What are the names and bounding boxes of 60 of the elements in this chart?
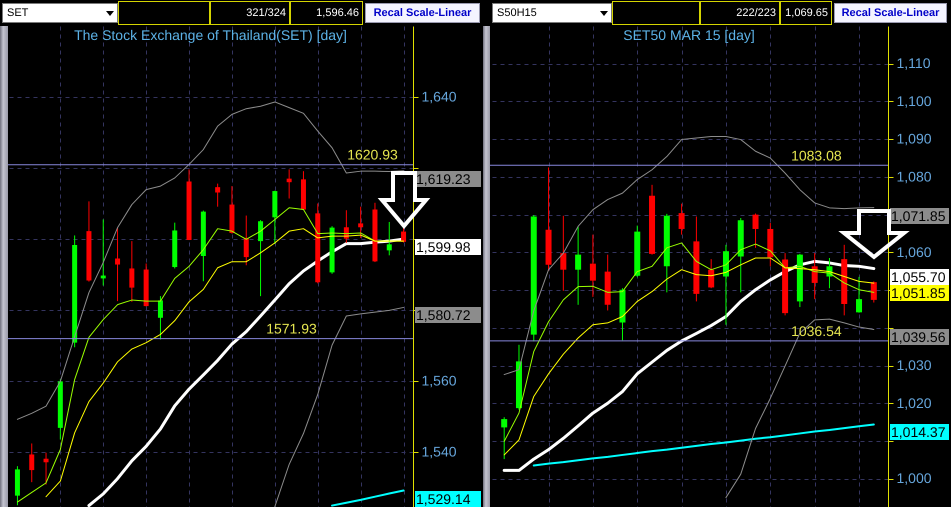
y-tick-label: 1,020 [896, 394, 932, 411]
y-tick-label: 1,090 [896, 130, 932, 147]
y-tick-label: 1,110 [896, 55, 931, 72]
candlestick [678, 203, 685, 236]
dropdown: S50H15 [492, 3, 612, 23]
y-tick-label: 1,540 [422, 443, 457, 460]
button: Recal Scale-Linear [834, 3, 947, 23]
data-label: 1,055.70 [890, 268, 949, 285]
candlestick [501, 416, 508, 460]
candlestick [358, 206, 364, 238]
data-label: 1,529.14 [415, 490, 481, 507]
y-tick-label: 1,080 [896, 168, 932, 184]
y-tick-label: 1,100 [896, 92, 932, 109]
ref-line-label: 1571.93 [266, 320, 318, 337]
candlestick [708, 258, 714, 289]
candlestick [215, 183, 220, 208]
candlestick [575, 226, 582, 306]
text-field: 1,069.65 [780, 1, 832, 25]
candlestick [386, 221, 392, 256]
candlestick [258, 220, 264, 297]
data-label: 1,014.37 [890, 424, 949, 440]
candlestick [856, 276, 862, 314]
data-label: 1,619.23 [415, 170, 481, 187]
text-field: 1,596.46 [290, 1, 363, 25]
ref-line-label: 1620.93 [347, 146, 398, 163]
line-series [504, 136, 874, 376]
candlestick [401, 227, 406, 244]
data-label: 1,599.98 [415, 239, 481, 256]
chart-title: SET50 MAR 15 [day] [623, 27, 755, 43]
line-series [331, 490, 405, 507]
y-tick-label: 1,000 [896, 470, 932, 486]
candlestick [752, 212, 759, 248]
candlestick [158, 296, 163, 340]
chart-title: The Stock Exchange of Thailand(SET) [day] [74, 27, 347, 43]
data-label: 1,039.56 [890, 329, 949, 346]
y-tick-label: 1,030 [896, 357, 932, 374]
candlestick [100, 218, 106, 286]
candlestick [244, 215, 249, 266]
candlestick [590, 234, 596, 298]
data-label: 1,071.85 [890, 208, 949, 224]
text-field: 222/223 [700, 1, 780, 25]
candlestick [560, 215, 566, 292]
data-label: 1,051.85 [890, 284, 949, 301]
y-tick-label: 1,560 [422, 372, 457, 388]
candlestick [286, 168, 292, 200]
candlestick [115, 227, 120, 302]
y-tick-label: 1,060 [896, 244, 932, 260]
line-series [16, 101, 404, 420]
candlestick [870, 280, 877, 304]
line-series [725, 318, 874, 498]
candlestick [129, 240, 134, 302]
text-field: 321/324 [210, 1, 290, 25]
button: Recal Scale-Linear [365, 3, 480, 23]
candlestick [29, 442, 34, 483]
dropdown: SET [2, 3, 118, 23]
candlestick [44, 452, 49, 486]
ref-line-label: 1083.08 [791, 147, 842, 164]
y-tick-label: 1,640 [422, 88, 457, 104]
data-label: 1,580.72 [415, 307, 481, 324]
line-series [532, 423, 875, 466]
